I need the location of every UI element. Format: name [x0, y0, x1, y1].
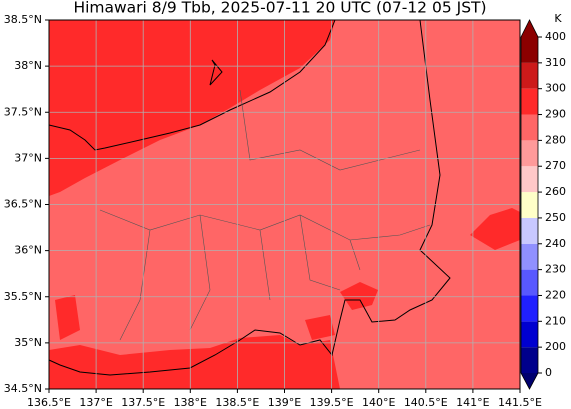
- y-tick-label: 38°N: [14, 59, 42, 72]
- y-tick-label: 36.5°N: [4, 198, 42, 211]
- colorbar-tick-label: 250: [545, 211, 566, 224]
- colorbar-segment: [521, 140, 538, 167]
- tbb-warm-region: [49, 335, 340, 389]
- x-tick-label: 138.5°E: [215, 396, 259, 409]
- colorbar-segment: [521, 114, 538, 141]
- tbb-warm-region: [49, 20, 335, 196]
- colorbar-segment: [521, 88, 538, 115]
- colorbar-tick-label: 210: [545, 314, 566, 327]
- colorbar-tick-label: 300: [545, 82, 566, 95]
- colorbar-segment: [521, 321, 538, 348]
- colorbar-segment: [521, 347, 538, 373]
- y-tick-label: 38.5°N: [4, 13, 42, 26]
- colorbar-segment: [521, 295, 538, 322]
- colorbar-segment: [521, 166, 538, 193]
- x-tick-label: 139.5°E: [310, 396, 354, 409]
- x-tick-label: 136.5°E: [27, 396, 71, 409]
- colorbar-tick-label: 310: [545, 56, 566, 69]
- x-tick-label: 140.5°E: [404, 396, 448, 409]
- coastline: [48, 19, 451, 376]
- colorbar-segment: [521, 37, 538, 63]
- y-tick-label: 37.5°N: [4, 105, 42, 118]
- x-tick-label: 137.5°E: [121, 396, 165, 409]
- colorbar-segment: [521, 192, 538, 218]
- colorbar-segment: [521, 243, 538, 270]
- x-tick-label: 137°E: [79, 396, 112, 409]
- colorbar-tick-label: 200: [545, 340, 566, 353]
- colorbar-tick-label: 290: [545, 108, 566, 121]
- colorbar-unit: K: [554, 12, 562, 25]
- y-tick-label: 35.5°N: [4, 290, 42, 303]
- x-tick-label: 139°E: [268, 396, 301, 409]
- colorbar-tick-label: 280: [545, 133, 566, 146]
- colorbar-tick-label: 220: [545, 288, 566, 301]
- x-tick-label: 141°E: [456, 396, 489, 409]
- colorbar-under: [521, 373, 538, 389]
- colorbar-over: [521, 20, 538, 37]
- x-tick-label: 138°E: [174, 396, 207, 409]
- y-tick-label: 36°N: [14, 244, 42, 257]
- colorbar-tick-label: 240: [545, 237, 566, 250]
- x-tick-label: 140°E: [362, 396, 395, 409]
- colorbar-tick-label: 260: [545, 185, 566, 198]
- colorbar-segment: [521, 62, 538, 89]
- y-tick-label: 35°N: [14, 336, 42, 349]
- colorbar-tick-label: 0: [545, 366, 552, 379]
- prefecture-border: [99, 89, 431, 341]
- y-tick-label: 37°N: [14, 151, 42, 164]
- map-title: Himawari 8/9 Tbb, 2025-07-11 20 UTC (07-…: [73, 0, 486, 17]
- colorbar-tick-label: 400: [545, 30, 566, 43]
- colorbar-tick-label: 270: [545, 159, 566, 172]
- colorbar-segment: [521, 269, 538, 296]
- x-tick-label: 141.5°E: [498, 396, 542, 409]
- colorbar-tick-label: 230: [545, 263, 566, 276]
- colorbar-segment: [521, 217, 538, 244]
- y-tick-label: 34.5°N: [4, 382, 42, 395]
